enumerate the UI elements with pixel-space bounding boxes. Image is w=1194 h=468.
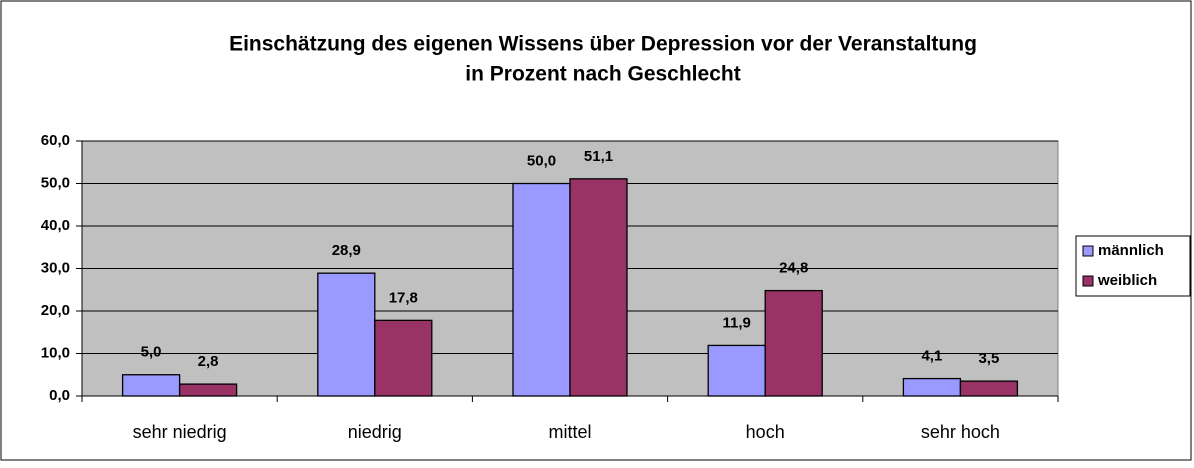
bar [959, 380, 1019, 397]
bar [569, 178, 628, 397]
chart-title: in Prozent nach Geschlecht [465, 63, 740, 86]
chart-title: Einschätzung des eigenen Wissens über De… [229, 33, 977, 56]
value-label: 51,1 [584, 148, 613, 165]
y-tick-label: 60,0 [41, 132, 70, 149]
bar [374, 319, 433, 397]
legend-box [1075, 235, 1191, 297]
bar [178, 383, 238, 397]
y-tick-label: 50,0 [41, 174, 70, 191]
bar [902, 377, 962, 397]
y-tick-label: 40,0 [41, 217, 70, 234]
bar [707, 344, 766, 397]
y-tick-label: 20,0 [41, 302, 70, 319]
y-tick-label: 30,0 [41, 259, 70, 276]
x-tick-label: niedrig [348, 422, 402, 442]
y-tick-label: 10,0 [41, 344, 70, 361]
bar [317, 272, 376, 397]
value-label: 50,0 [527, 152, 556, 169]
value-label: 28,9 [332, 242, 361, 259]
value-label: 11,9 [723, 314, 751, 331]
bar [764, 289, 823, 397]
x-tick-label: sehr niedrig [133, 422, 227, 442]
value-label: 5,0 [141, 344, 162, 361]
value-label: 3,5 [978, 350, 999, 367]
bar [512, 182, 571, 397]
bar [121, 374, 181, 397]
x-tick-label: hoch [746, 422, 785, 442]
value-label: 2,8 [198, 353, 219, 370]
legend-swatch [1082, 275, 1094, 287]
legend-label: weiblich [1097, 272, 1157, 289]
x-tick-label: mittel [548, 422, 591, 442]
value-label: 24,8 [779, 260, 808, 277]
legend-swatch [1082, 245, 1094, 257]
value-label: 17,8 [389, 289, 418, 306]
legend-label: männlich [1098, 242, 1164, 259]
y-tick-label: 0,0 [49, 387, 70, 404]
x-tick-label: sehr hoch [921, 422, 1000, 442]
value-label: 4,1 [921, 348, 942, 365]
